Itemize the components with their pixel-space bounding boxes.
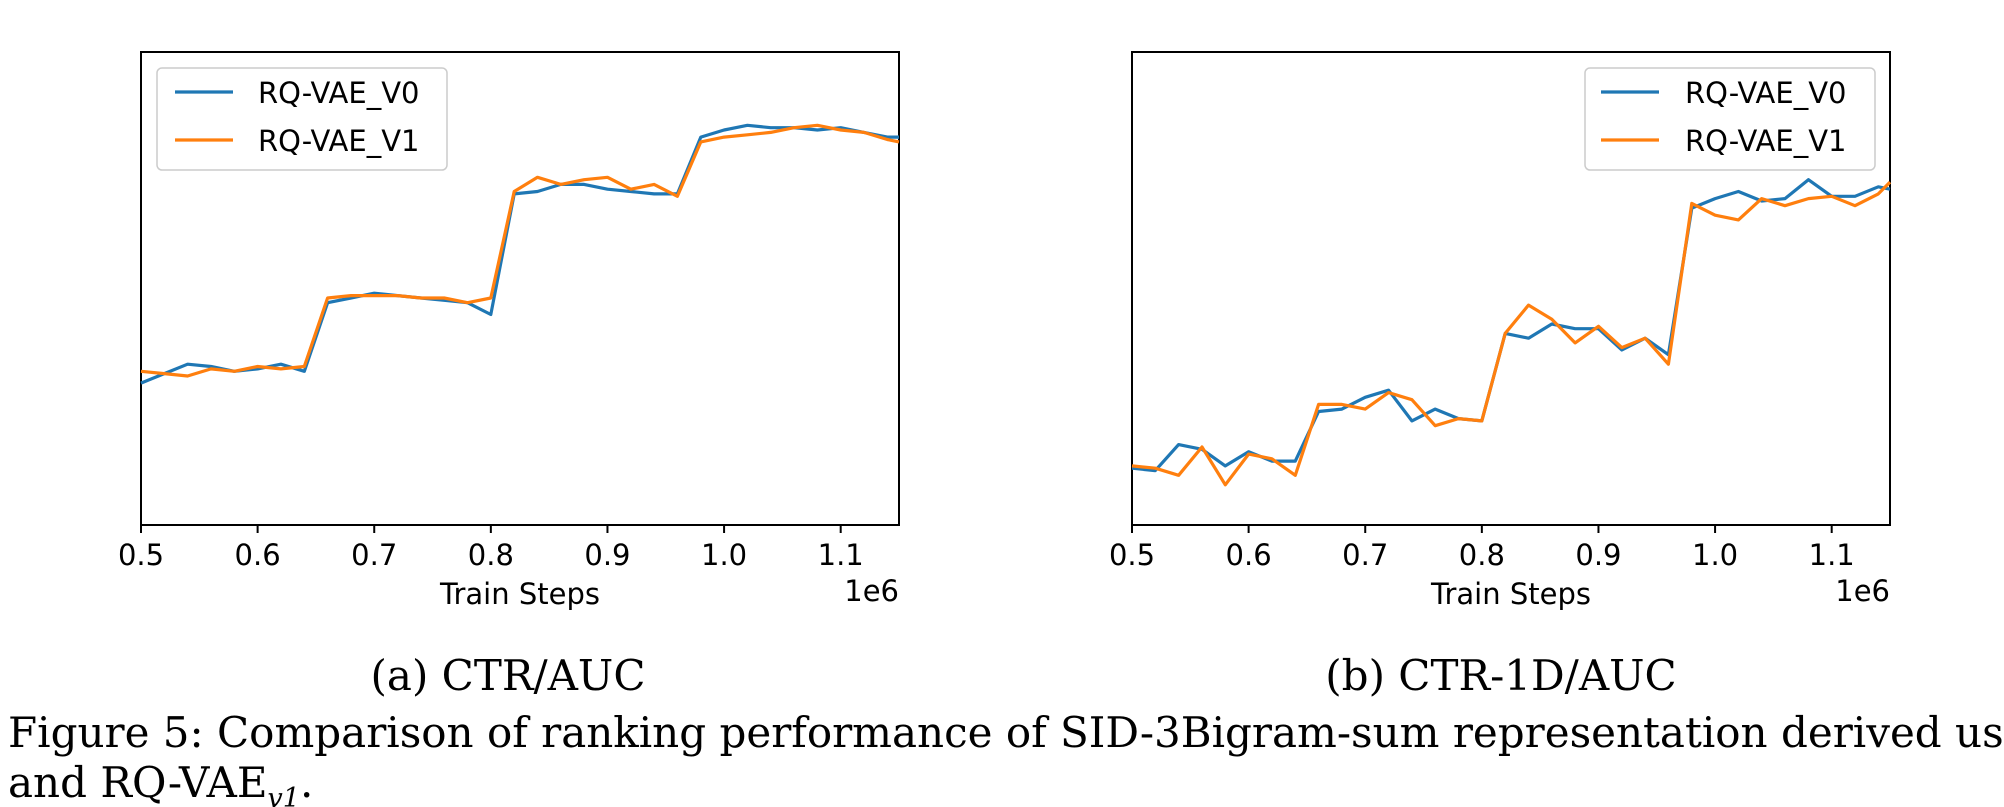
x-tick-label: 1.1 [818, 538, 864, 572]
figure-caption-line-1-text: Figure 5: Comparison of ranking performa… [8, 708, 2004, 757]
x-tick-label: 0.8 [1459, 538, 1505, 572]
x-tick-label: 1.0 [1692, 538, 1738, 572]
x-tick-label: 0.6 [235, 538, 281, 572]
legend-label-rq-vae-v1: RQ-VAE_V1 [258, 124, 419, 158]
x-tick-label: 0.9 [584, 538, 630, 572]
figure-caption-line-2: and RQ-VAEv1. [8, 758, 313, 807]
figure-caption-line-2-subscript: v1 [268, 783, 300, 807]
x-tick-label: 0.7 [351, 538, 397, 572]
x-ticks-b: 0.5 0.6 0.7 0.8 0.9 1.0 1.1 [1109, 525, 1855, 572]
legend-a: RQ-VAE_V0 RQ-VAE_V1 [156, 67, 448, 171]
x-tick-label: 0.5 [1109, 538, 1155, 572]
x-axis-label-b: Train Steps [1430, 577, 1591, 611]
x-tick-label: 0.5 [118, 538, 164, 572]
x-tick-label: 0.6 [1226, 538, 1272, 572]
figure-caption-line-2-text: and RQ-VAE [8, 758, 268, 807]
x-tick-label: 0.9 [1575, 538, 1621, 572]
subfigure-caption-b: (b) CTR-1D/AUC [1325, 651, 1676, 700]
x-tick-label: 1.1 [1809, 538, 1855, 572]
legend-label-rq-vae-v1: RQ-VAE_V1 [1685, 124, 1846, 158]
series-group-a [140, 123, 900, 385]
x-offset-label-b: 1e6 [1835, 574, 1890, 608]
legend-label-rq-vae-v0: RQ-VAE_V0 [1685, 76, 1846, 110]
x-offset-label-a: 1e6 [844, 574, 899, 608]
legend-b: RQ-VAE_V0 RQ-VAE_V1 [1584, 67, 1876, 171]
x-tick-label: 0.7 [1342, 538, 1388, 572]
series-group-b [1131, 178, 1892, 487]
subfigure-caption-a: (a) CTR/AUC [371, 651, 646, 700]
series-line-rq-vae-v1 [140, 123, 900, 378]
legend-label-rq-vae-v0: RQ-VAE_V0 [258, 76, 419, 110]
x-tick-label: 1.0 [701, 538, 747, 572]
x-ticks-a: 0.5 0.6 0.7 0.8 0.9 1.0 1.1 [118, 525, 864, 572]
x-tick-label: 0.8 [468, 538, 514, 572]
figure-caption-line-1: Figure 5: Comparison of ranking performa… [8, 708, 2004, 764]
chart-panel-a: 0.5 0.6 0.7 0.8 0.9 1.0 1.1 Train Steps 1e6 RQ… [118, 51, 900, 700]
chart-panel-b: 0.5 0.6 0.7 0.8 0.9 1.0 1.1 Train Steps 1e6 RQ… [1109, 51, 1892, 700]
x-axis-label-a: Train Steps [439, 577, 600, 611]
figure-caption-line-2-end: . [300, 758, 313, 807]
series-line-rq-vae-v1 [1131, 180, 1892, 487]
